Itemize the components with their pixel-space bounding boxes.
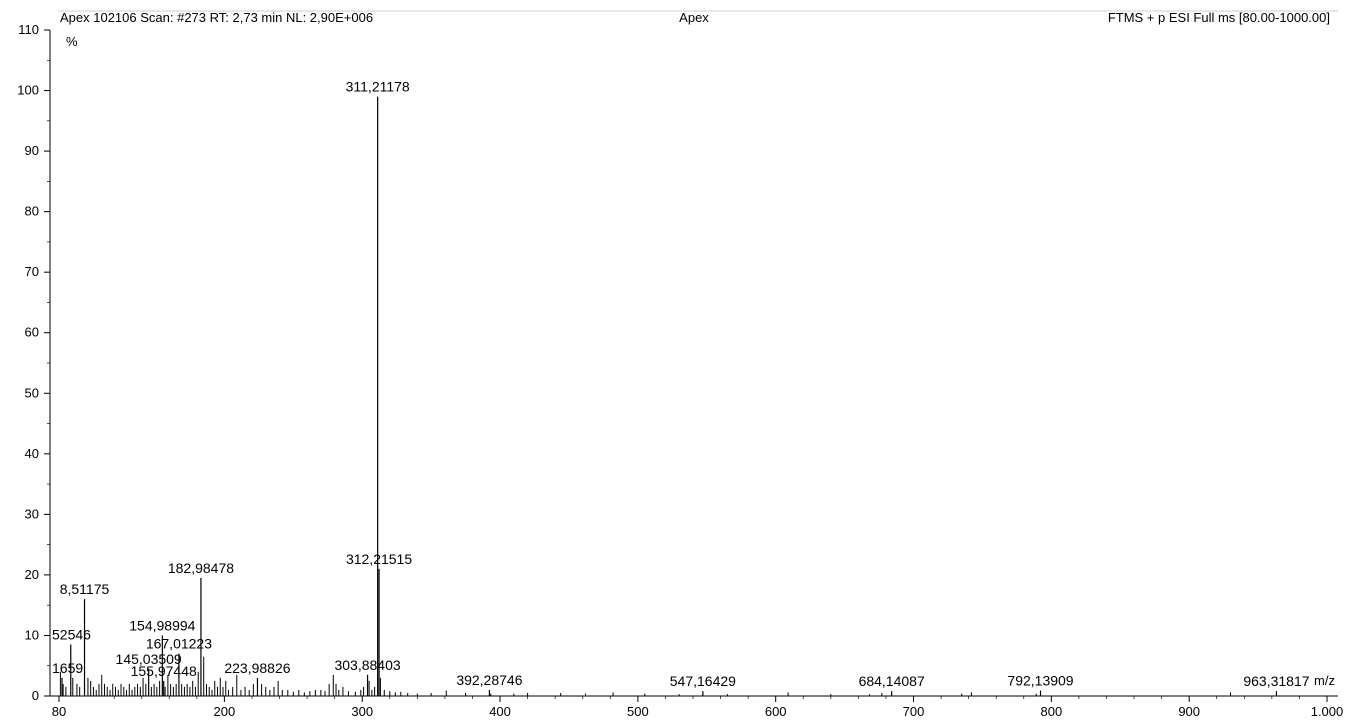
peak-label: 155,97448 — [131, 663, 197, 679]
y-axis-unit-label: % — [66, 34, 78, 49]
peak-label: 311,21178 — [346, 79, 410, 95]
peak-label: 547,16429 — [670, 673, 736, 689]
x-tick-label: 900 — [1178, 704, 1200, 719]
peak-label: 167,01223 — [146, 636, 212, 652]
method-header: FTMS + p ESI Full ms [80.00-1000.00] — [1108, 10, 1330, 25]
peak-label: 145,03509 — [116, 651, 182, 667]
labeled-peaks-group — [61, 96, 1278, 696]
peak-label: 792,13909 — [1007, 673, 1073, 689]
peak-label: 1659 — [52, 660, 83, 676]
y-tick-label: 60 — [25, 325, 39, 340]
x-tick-label: 400 — [489, 704, 511, 719]
x-tick-label: 800 — [1040, 704, 1062, 719]
y-tick-label: 40 — [25, 446, 39, 461]
peak-label: 392,28746 — [456, 672, 522, 688]
x-tick-label: 600 — [765, 704, 787, 719]
peak-label: 963,31817 — [1243, 673, 1309, 689]
x-tick-label: 300 — [351, 704, 373, 719]
y-axis-ticks: 0 10 20 30 40 50 60 70 80 90 100 110 — [17, 22, 50, 703]
peak-label: 303,88403 — [334, 657, 400, 673]
y-tick-label: 70 — [25, 264, 39, 279]
peak-label: 312,21515 — [346, 551, 412, 567]
y-tick-label: 10 — [25, 627, 39, 642]
y-tick-label: 90 — [25, 143, 39, 158]
x-tick-label: 500 — [627, 704, 649, 719]
x-axis-unit-label: m/z — [1314, 673, 1335, 688]
y-tick-label: 30 — [25, 506, 39, 521]
x-axis-ticks: 80 200 300 400 500 600 700 800 900 1.000 — [52, 696, 1344, 719]
y-tick-label: 50 — [25, 385, 39, 400]
y-tick-label: 110 — [18, 22, 39, 37]
y-tick-label: 0 — [32, 688, 39, 703]
y-tick-label: 80 — [25, 204, 39, 219]
peak-label: 182,98478 — [168, 560, 234, 576]
scan-info-header: Apex 102106 Scan: #273 RT: 2,73 min NL: … — [60, 10, 373, 25]
sample-name-header: Apex — [679, 10, 709, 25]
minor-peaks-group — [59, 656, 1232, 696]
peak-label: 52546 — [52, 627, 91, 643]
y-tick-label: 100 — [17, 83, 39, 98]
peak-label: 154,98994 — [129, 617, 195, 633]
y-tick-label: 20 — [25, 567, 39, 582]
peak-labels-group: 311,21178 312,21515 182,98478 8,51175 52546 1… — [52, 79, 1310, 690]
x-tick-label: 200 — [214, 704, 236, 719]
x-tick-label: 1.000 — [1311, 704, 1344, 719]
x-tick-label: 700 — [903, 704, 925, 719]
x-tick-label: 80 — [52, 704, 66, 719]
peak-label: 684,14087 — [859, 673, 925, 689]
peak-label: 223,98826 — [224, 660, 290, 676]
peak-label: 8,51175 — [60, 581, 110, 597]
